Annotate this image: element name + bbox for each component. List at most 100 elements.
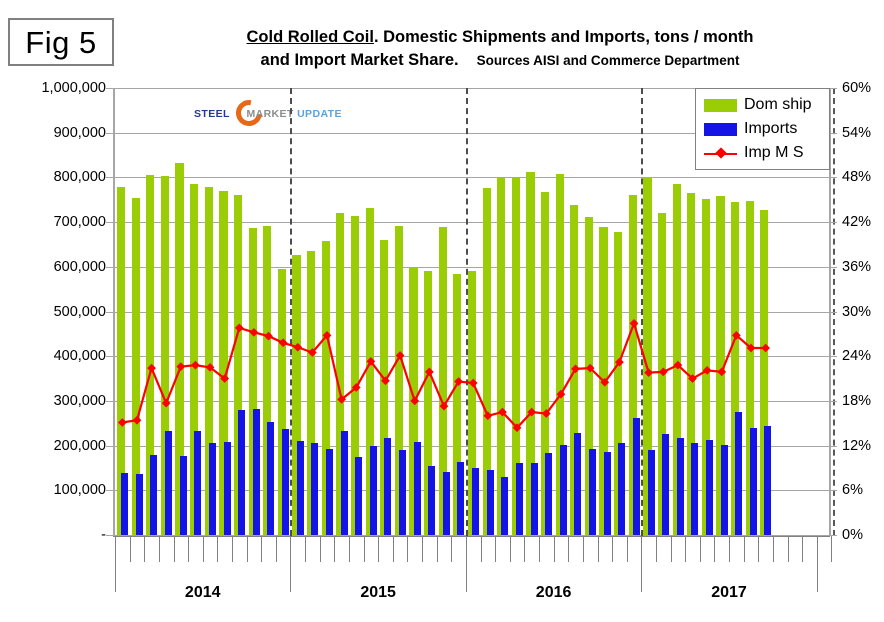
x-axis-month-tick — [202, 536, 204, 562]
logo-text-steel: STEEL — [194, 108, 230, 120]
legend-item-imp-ms[interactable]: Imp M S — [704, 141, 823, 165]
imp-ms-marker — [381, 376, 390, 386]
bar-dom-ship — [233, 195, 243, 535]
chart-title-line-1: Cold Rolled Coil. Domestic Shipments and… — [150, 26, 850, 49]
imp-ms-marker — [264, 331, 273, 341]
x-axis-year-label: 2015 — [360, 584, 396, 601]
logo-text-market: MARKET — [246, 108, 294, 120]
x-axis-month-tick — [524, 536, 526, 562]
y-axis-left-tick — [106, 401, 114, 402]
imp-ms-marker — [644, 368, 654, 377]
x-axis-month-tick — [772, 536, 774, 562]
chart-legend: Dom ship Imports Imp M S — [695, 88, 830, 170]
bar-imports — [632, 418, 640, 535]
x-axis-month-tick — [232, 536, 233, 562]
bar-imports — [706, 440, 713, 535]
chart-subtitle: and Import Market Share. — [260, 51, 459, 70]
y-axis-left-label: - — [101, 527, 106, 543]
bar-dom-ship — [643, 176, 652, 535]
bar-dom-ship — [146, 174, 155, 535]
y-axis-right-label: 36% — [842, 258, 872, 275]
y-axis-right-label: 18% — [842, 392, 872, 409]
bar-imports — [735, 411, 743, 535]
bar-imports — [150, 454, 158, 535]
imp-ms-marker — [176, 362, 186, 372]
legend-item-dom-ship[interactable]: Dom ship — [704, 93, 823, 117]
y-axis-right-tick — [829, 267, 837, 268]
bar-imports — [764, 426, 772, 535]
x-axis-month-tick — [553, 536, 555, 562]
bar-imports — [603, 452, 611, 535]
bar-dom-ship — [277, 269, 287, 535]
bar-imports — [691, 442, 699, 535]
bar-dom-ship — [219, 190, 228, 535]
bar-imports — [442, 472, 450, 535]
bar-dom-ship — [131, 197, 140, 535]
x-axis-month-tick — [655, 536, 657, 562]
bar-imports — [559, 444, 567, 535]
y-axis-right-tick — [829, 356, 837, 357]
import-market-share-line — [117, 319, 770, 433]
x-axis-month-tick — [348, 536, 350, 562]
bar-imports — [720, 445, 728, 535]
year-separator — [290, 88, 293, 536]
y-axis-right-label: 24% — [842, 348, 872, 365]
y-axis-right-tick — [829, 535, 837, 536]
imp-ms-marker — [731, 330, 741, 340]
imp-ms-marker — [132, 415, 142, 425]
y-axis-left-tick — [106, 222, 114, 223]
bar-imports — [252, 408, 260, 535]
bar-dom-ship — [117, 186, 126, 535]
bar-dom-ship — [248, 228, 257, 535]
x-axis: 2014 2015 2016 2017 — [113, 536, 833, 622]
y-axis-right-tick — [829, 222, 837, 223]
bar-dom-ship — [190, 183, 199, 535]
logo-text: STEEL MARKET UPDATE — [194, 108, 342, 120]
imp-ms-marker — [161, 398, 171, 408]
y-axis-right-label: 6% — [842, 482, 863, 499]
x-axis-year-label: 2017 — [711, 584, 747, 601]
chart-title-block: Cold Rolled Coil. Domestic Shipments and… — [150, 26, 850, 73]
imp-ms-marker — [366, 357, 376, 366]
bar-imports — [545, 453, 553, 535]
x-axis-month-tick — [378, 536, 380, 562]
bar-dom-ship — [614, 231, 623, 535]
x-axis-month-tick — [509, 536, 511, 562]
bar-dom-ship — [160, 176, 170, 535]
imp-ms-marker — [702, 365, 712, 375]
x-axis-year-tick — [641, 536, 643, 592]
y-axis-left-label: 900,000 — [53, 124, 106, 141]
y-axis-right-label: 60% — [842, 80, 872, 96]
imp-ms-polyline — [122, 319, 766, 430]
x-axis-month-tick — [144, 536, 146, 562]
x-axis-month-tick — [612, 536, 614, 562]
x-axis-month-tick — [685, 536, 687, 562]
bar-imports — [515, 463, 523, 535]
legend-swatch-imp-ms-icon — [704, 147, 737, 160]
bar-dom-ship — [365, 208, 374, 535]
y-axis-right-label: 48% — [842, 169, 872, 186]
gridline — [113, 177, 830, 178]
bar-dom-ship — [175, 162, 184, 535]
bar-imports — [223, 442, 231, 535]
bar-imports — [749, 427, 757, 535]
chart-title-rest: . Domestic Shipments and Imports, tons /… — [373, 28, 754, 46]
x-axis-month-tick — [787, 536, 789, 562]
y-axis-right-tick — [829, 446, 837, 447]
bar-imports — [530, 463, 538, 535]
x-axis-month-tick — [334, 536, 336, 562]
x-axis-month-tick — [275, 536, 277, 562]
x-axis-year-tick — [816, 536, 818, 592]
bar-dom-ship — [731, 201, 740, 535]
y-axis-left-label: 300,000 — [53, 392, 106, 409]
bar-dom-ship — [453, 273, 462, 535]
y-axis-left-tick — [106, 490, 114, 491]
legend-item-imports[interactable]: Imports — [704, 117, 823, 141]
x-axis-month-tick — [480, 536, 482, 562]
bar-imports — [179, 455, 187, 535]
logo-text-update: UPDATE — [297, 108, 342, 120]
imp-ms-marker — [571, 364, 580, 374]
bar-imports — [384, 438, 392, 535]
y-axis-right-label: 0% — [842, 527, 863, 543]
bar-imports — [296, 440, 304, 535]
